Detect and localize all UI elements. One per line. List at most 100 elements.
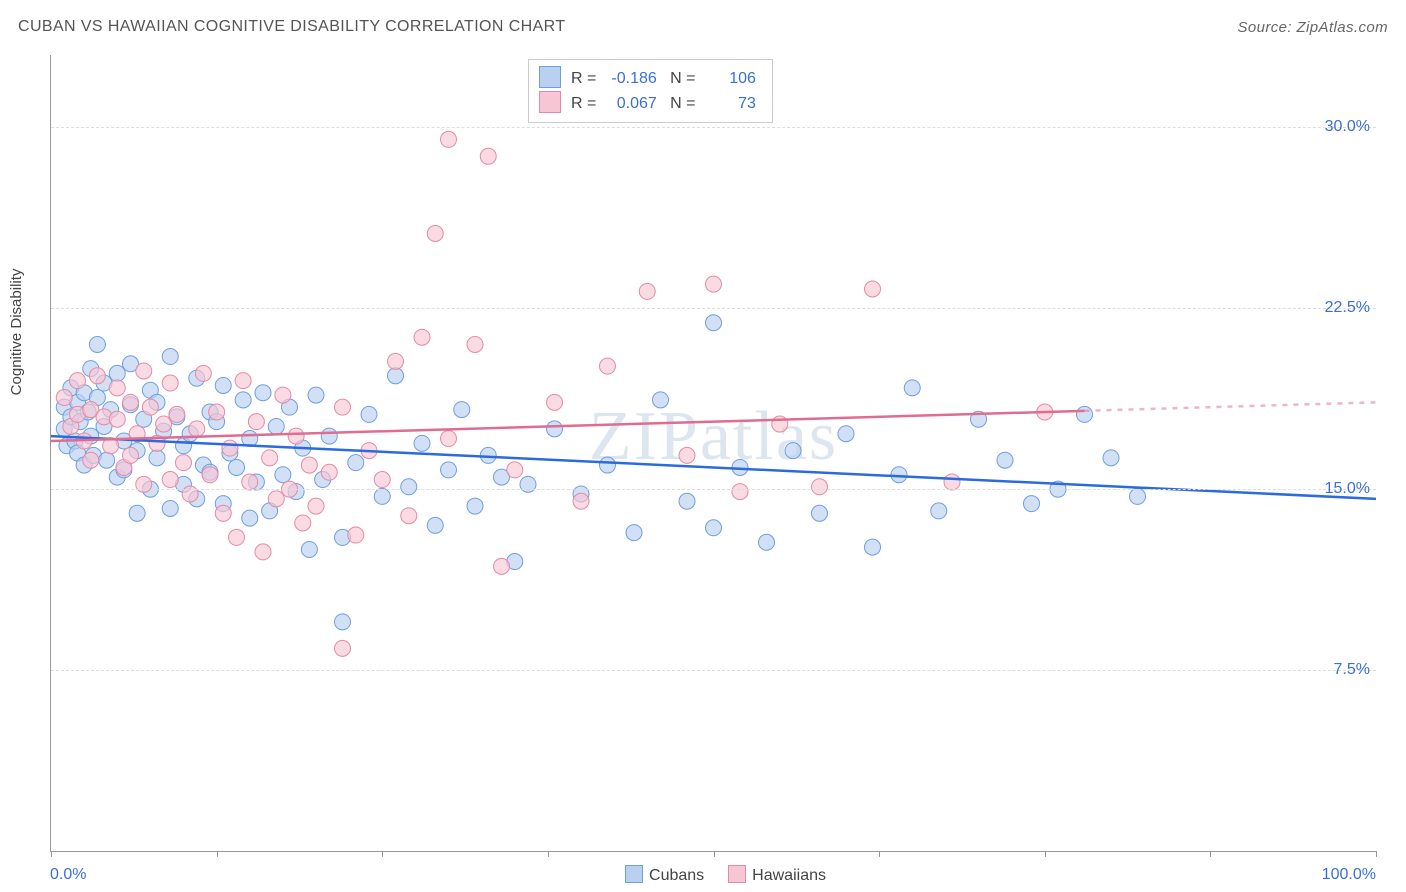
scatter-point <box>454 402 470 418</box>
scatter-point <box>706 520 722 536</box>
scatter-point <box>931 503 947 519</box>
scatter-point <box>1077 406 1093 422</box>
stat-n-value: 73 <box>700 92 756 116</box>
y-tick-label: 7.5% <box>1334 661 1370 679</box>
scatter-point <box>109 411 125 427</box>
stat-n-label: N = <box>670 70 700 87</box>
scatter-point <box>162 375 178 391</box>
stat-n-label: N = <box>670 95 700 112</box>
scatter-point <box>195 365 211 381</box>
stat-r-value: 0.067 <box>601 92 657 116</box>
scatter-point <box>507 462 523 478</box>
plot-area: ZIPatlas R = -0.186 N = 106R = 0.067 N =… <box>50 55 1376 852</box>
scatter-point <box>149 450 165 466</box>
gridline <box>51 127 1376 128</box>
scatter-point <box>547 394 563 410</box>
y-axis-label: Cognitive Disability <box>8 269 25 396</box>
scatter-point <box>109 365 125 381</box>
scatter-point <box>427 517 443 533</box>
scatter-point <box>812 479 828 495</box>
scatter-point <box>162 500 178 516</box>
scatter-point <box>308 387 324 403</box>
scatter-point <box>441 131 457 147</box>
legend-swatch <box>539 91 561 113</box>
stat-r-label: R = <box>571 70 601 87</box>
scatter-point <box>215 377 231 393</box>
stat-n-value: 106 <box>700 67 756 91</box>
scatter-point <box>162 472 178 488</box>
source-label: Source: ZipAtlas.com <box>1237 19 1388 36</box>
scatter-point <box>467 498 483 514</box>
scatter-point <box>209 404 225 420</box>
scatter-point <box>275 467 291 483</box>
scatter-point <box>335 640 351 656</box>
scatter-point <box>904 380 920 396</box>
x-tick <box>1045 851 1046 857</box>
x-axis-labels: 0.0% 100.0% <box>50 866 1376 884</box>
y-tick-label: 15.0% <box>1325 480 1370 498</box>
scatter-point <box>275 387 291 403</box>
plot-svg <box>51 55 1376 851</box>
scatter-point <box>547 421 563 437</box>
scatter-point <box>202 467 218 483</box>
scatter-point <box>401 508 417 524</box>
scatter-point <box>70 373 86 389</box>
scatter-point <box>388 353 404 369</box>
scatter-point <box>891 467 907 483</box>
scatter-point <box>706 276 722 292</box>
scatter-point <box>268 491 284 507</box>
scatter-point <box>865 539 881 555</box>
x-tick <box>51 851 52 857</box>
y-tick-label: 22.5% <box>1325 299 1370 317</box>
scatter-point <box>169 406 185 422</box>
scatter-point <box>229 459 245 475</box>
scatter-point <box>427 225 443 241</box>
scatter-point <box>348 455 364 471</box>
y-tick-label: 30.0% <box>1325 118 1370 136</box>
scatter-point <box>374 488 390 504</box>
scatter-point <box>600 358 616 374</box>
scatter-point <box>348 527 364 543</box>
trend-line-dashed <box>1085 402 1377 410</box>
scatter-point <box>388 368 404 384</box>
scatter-point <box>83 452 99 468</box>
scatter-point <box>123 447 139 463</box>
scatter-point <box>235 373 251 389</box>
x-tick <box>382 851 383 857</box>
scatter-point <box>123 394 139 410</box>
scatter-point <box>732 484 748 500</box>
scatter-point <box>162 349 178 365</box>
stats-row: R = -0.186 N = 106 <box>539 66 756 91</box>
legend-swatch <box>539 66 561 88</box>
scatter-point <box>335 399 351 415</box>
scatter-point <box>89 336 105 352</box>
scatter-point <box>176 455 192 471</box>
scatter-point <box>573 493 589 509</box>
scatter-point <box>129 505 145 521</box>
stats-row: R = 0.067 N = 73 <box>539 91 756 116</box>
scatter-point <box>321 464 337 480</box>
scatter-point <box>335 614 351 630</box>
title-bar: CUBAN VS HAWAIIAN COGNITIVE DISABILITY C… <box>18 18 1388 36</box>
x-tick <box>217 851 218 857</box>
scatter-point <box>301 457 317 473</box>
chart-title: CUBAN VS HAWAIIAN COGNITIVE DISABILITY C… <box>18 18 566 36</box>
scatter-point <box>262 450 278 466</box>
x-max-label: 100.0% <box>1322 866 1376 884</box>
scatter-point <box>441 462 457 478</box>
x-tick <box>548 851 549 857</box>
scatter-point <box>361 406 377 422</box>
scatter-point <box>288 428 304 444</box>
scatter-point <box>56 390 72 406</box>
scatter-point <box>838 426 854 442</box>
scatter-point <box>222 440 238 456</box>
scatter-point <box>242 474 258 490</box>
scatter-point <box>706 315 722 331</box>
scatter-point <box>99 452 115 468</box>
scatter-point <box>268 418 284 434</box>
x-tick <box>1210 851 1211 857</box>
scatter-point <box>1103 450 1119 466</box>
scatter-point <box>156 416 172 432</box>
scatter-point <box>189 421 205 437</box>
scatter-point <box>374 472 390 488</box>
